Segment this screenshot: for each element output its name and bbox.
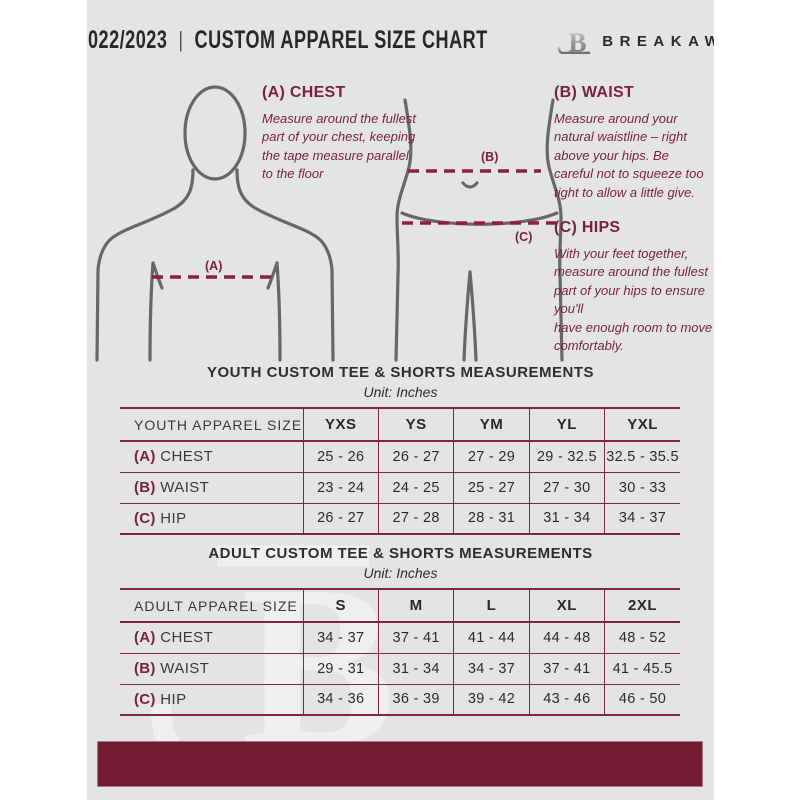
table-label-header: ADULT APPAREL SIZE [134, 597, 298, 614]
measurement-cell: 24 - 25 [377, 472, 454, 503]
measurement-cell: 26 - 27 [377, 441, 454, 472]
row-letter: (B) [134, 660, 156, 677]
measurement-cell: 32.5 - 35.5 [604, 441, 680, 472]
row-letter: (C) [134, 509, 156, 527]
size-column-header: YXL [604, 408, 680, 441]
table-row: (C) HIP 34 - 36 36 - 39 39 - 42 43 - 46 46 - … [120, 684, 680, 715]
row-name: HIP [155, 690, 187, 708]
torso-figure: (A) [95, 85, 335, 362]
measurement-cell: 28 - 31 [453, 503, 530, 534]
youth-size-table: YOUTH APPAREL SIZE YXS YS YM YL YXL (A) CHEST 2… [120, 407, 680, 535]
youth-unit-label: Unit: Inches [363, 384, 438, 400]
measurement-cell: 46 - 50 [604, 684, 680, 715]
row-label-cell: (B) WAIST [120, 472, 303, 503]
adult-section-title: ADULT CUSTOM TEE & SHORTS MEASUREMENTS [208, 545, 593, 562]
measurement-cell: 25 - 27 [453, 472, 530, 503]
waist-heading: (B) WAIST [554, 84, 635, 101]
size-column-header: YXS [302, 408, 379, 441]
chest-heading: (A) CHEST [262, 84, 346, 101]
size-column-header: L [453, 589, 530, 622]
waist-text: Measure around your natural waistline – … [554, 111, 704, 200]
row-name: CHEST [155, 448, 214, 466]
season-label: 2022/2023 [87, 26, 168, 54]
measurement-cell: 34 - 36 [302, 684, 379, 715]
size-column-header: XL [528, 589, 605, 622]
row-label-cell: (C) HIP [120, 684, 303, 715]
size-column-header: YL [528, 408, 605, 441]
size-column-header: YM [453, 408, 530, 441]
size-column-header: 2XL [604, 589, 680, 622]
table-row: (B) WAIST 23 - 24 24 - 25 25 - 27 27 - 30 30 … [120, 472, 680, 503]
size-column-header: YS [377, 408, 454, 441]
row-label-cell: (B) WAIST [120, 653, 303, 684]
measurement-cell: 41 - 44 [453, 622, 530, 653]
waist-marker: (B) [481, 150, 498, 164]
measurement-cell: 34 - 37 [302, 622, 379, 653]
table-row: (C) HIP 26 - 27 27 - 28 28 - 31 31 - 34 34 - … [120, 503, 680, 534]
chest-marker: (A) [205, 259, 222, 273]
hip-marker: (C) [515, 230, 532, 244]
measurement-cell: 27 - 30 [528, 472, 605, 503]
footer-bar [97, 741, 703, 787]
table-row: (B) WAIST 29 - 31 31 - 34 34 - 37 37 - 41 41 … [120, 653, 680, 684]
row-name: CHEST [155, 629, 214, 647]
svg-text:B: B [569, 27, 587, 57]
page-title: 2022/2023 | CUSTOM APPAREL SIZE CHART [87, 27, 488, 55]
hips-figure: (B) (C) [394, 98, 564, 362]
table-row: (A) CHEST 34 - 37 37 - 41 41 - 44 44 - 48 48 … [120, 622, 680, 653]
brand: B BREAKAWAY [555, 24, 714, 58]
measurement-cell: 37 - 41 [377, 622, 454, 653]
adult-unit-label: Unit: Inches [363, 565, 438, 581]
measurement-cell: 29 - 31 [302, 653, 379, 684]
measurement-cell: 34 - 37 [453, 653, 530, 684]
row-letter: (A) [134, 629, 156, 647]
row-label-cell: (A) CHEST [120, 441, 303, 472]
title-text: CUSTOM APPAREL SIZE CHART [194, 26, 488, 54]
row-name: WAIST [155, 479, 210, 496]
measurement-cell: 30 - 33 [604, 472, 680, 503]
size-chart-page: 2022/2023 | CUSTOM APPAREL SIZE CHART B … [87, 0, 714, 800]
row-name: HIP [155, 509, 187, 527]
measurement-cell: 29 - 32.5 [528, 441, 605, 472]
measurement-cell: 25 - 26 [302, 441, 379, 472]
waist-instruction: (B) WAIST Measure around your natural wa… [554, 84, 708, 202]
measurement-cell: 39 - 42 [453, 684, 530, 715]
adult-size-table: ADULT APPAREL SIZE S M L XL 2XL (A) CHEST 34 - … [120, 588, 680, 716]
row-name: WAIST [155, 660, 210, 677]
table-label-header: YOUTH APPAREL SIZE [134, 416, 303, 433]
brand-name: BREAKAWAY [602, 32, 714, 50]
chest-instruction: (A) CHEST Measure around the fullest par… [262, 84, 420, 184]
youth-section-title: YOUTH CUSTOM TEE & SHORTS MEASUREMENTS [206, 364, 595, 381]
measurement-figures: (A) (B) (C) [95, 85, 564, 362]
size-column-header: M [377, 589, 454, 622]
chest-text: Measure around the fullest part of your … [262, 111, 416, 182]
measurement-cell: 48 - 52 [604, 622, 680, 653]
measurement-cell: 31 - 34 [528, 503, 605, 534]
row-letter: (C) [134, 690, 156, 708]
row-label-cell: (C) HIP [120, 503, 303, 534]
measurement-cell: 41 - 45.5 [604, 653, 680, 684]
size-column-header: S [302, 589, 379, 622]
table-row: (A) CHEST 25 - 26 26 - 27 27 - 29 29 - 32.5 3… [120, 441, 680, 472]
row-label-cell: (A) CHEST [120, 622, 303, 653]
hips-text: With your feet together, measure around … [554, 246, 713, 354]
measurement-cell: 34 - 37 [604, 503, 680, 534]
hips-heading: (C) HIPS [554, 219, 621, 236]
measurement-cell: 23 - 24 [302, 472, 379, 503]
measurement-cell: 31 - 34 [377, 653, 454, 684]
hips-instruction: (C) HIPS With your feet together, measur… [554, 219, 714, 356]
row-letter: (A) [134, 448, 156, 466]
measurement-cell: 44 - 48 [528, 622, 605, 653]
row-letter: (B) [134, 479, 156, 496]
measurement-cell: 27 - 28 [377, 503, 454, 534]
measurement-cell: 37 - 41 [528, 653, 605, 684]
measurement-cell: 36 - 39 [377, 684, 454, 715]
breakaway-logo-icon: B [557, 27, 591, 57]
measurement-cell: 43 - 46 [528, 684, 605, 715]
measurement-cell: 27 - 29 [453, 441, 530, 472]
header: 2022/2023 | CUSTOM APPAREL SIZE CHART B … [87, 16, 714, 66]
measurement-cell: 26 - 27 [302, 503, 379, 534]
title-separator: | [178, 28, 184, 53]
